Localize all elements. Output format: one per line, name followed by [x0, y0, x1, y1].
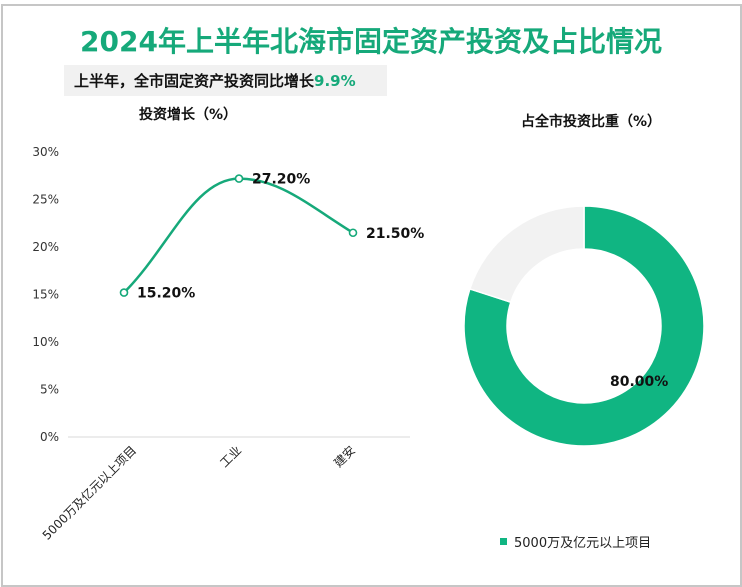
y-tick-label: 5%	[40, 383, 59, 397]
data-label: 21.50%	[366, 226, 424, 242]
x-tick-label: 5000万及亿元以上项目	[39, 443, 139, 543]
y-tick-label: 0%	[40, 430, 59, 444]
summary-text: 上半年，全市固定资产投资同比增长	[74, 72, 315, 90]
y-tick-label: 20%	[32, 240, 59, 254]
donut-slice-main[interactable]	[463, 205, 705, 447]
summary-growth-value: 9.9%	[314, 71, 356, 90]
data-point-marker[interactable]	[119, 288, 129, 297]
data-point-marker[interactable]	[348, 228, 358, 238]
y-tick-label: 10%	[32, 335, 59, 349]
data-label: 27.20%	[252, 172, 310, 188]
legend-swatch-icon	[500, 538, 507, 545]
y-tick-label: 25%	[32, 193, 59, 207]
summary-banner: 上半年，全市固定资产投资同比增长 9.9%	[64, 65, 387, 96]
y-tick-label: 15%	[32, 288, 59, 302]
data-point-marker[interactable]	[234, 174, 244, 183]
legend-label[interactable]: 5000万及亿元以上项目	[514, 536, 652, 551]
donut-chart-title: 占全市投资比重（%）	[521, 114, 662, 130]
donut-data-label: 80.00%	[610, 374, 668, 390]
line-chart-title: 投资增长（%）	[139, 107, 238, 123]
donut-slice-rest[interactable]	[468, 205, 585, 304]
x-tick-label: 建安	[331, 443, 359, 471]
growth-line	[123, 177, 354, 294]
page-title: 2024年上半年北海市固定资产投资及占比情况	[80, 25, 662, 58]
y-tick-label: 30%	[32, 145, 59, 159]
donut-legend: 5000万及亿元以上项目	[500, 532, 651, 551]
x-tick-label: 工业	[217, 443, 244, 470]
data-label: 15.20%	[137, 286, 195, 302]
